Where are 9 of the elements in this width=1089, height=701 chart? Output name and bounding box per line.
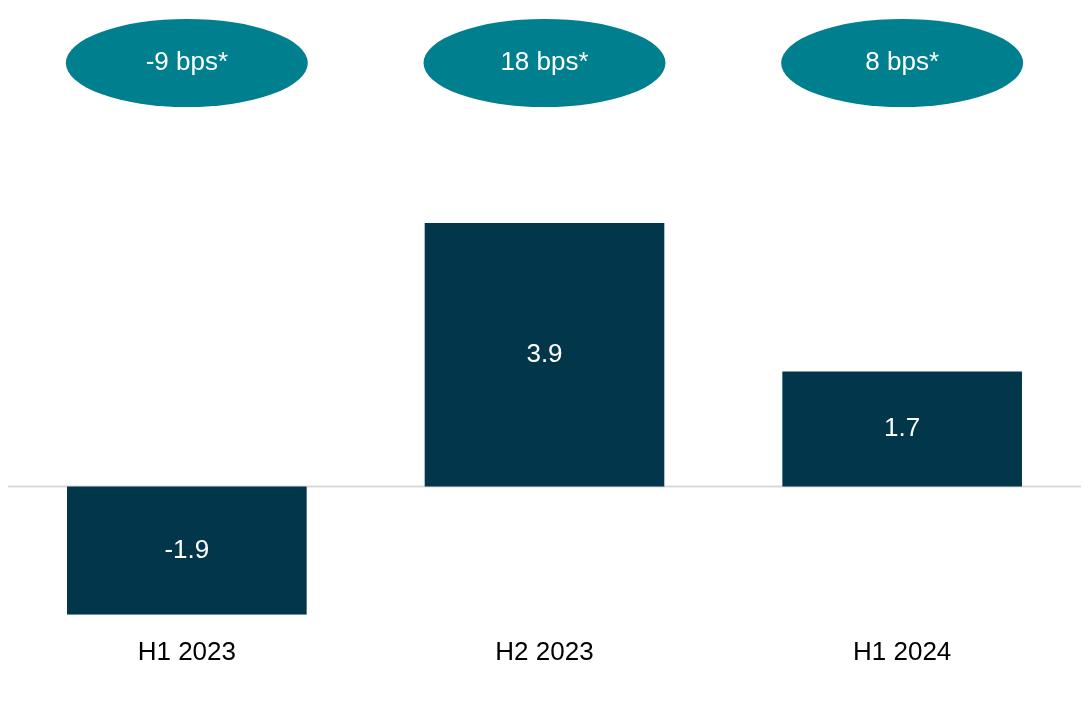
text: -9 bps* xyxy=(145,46,229,77)
data-label: -1.9 xyxy=(164,533,210,564)
data-label: 3.9 xyxy=(526,337,563,368)
x-tick-label: H1 2024 xyxy=(853,635,952,666)
text: 8 bps* xyxy=(865,46,940,77)
text: 18 bps* xyxy=(500,46,589,77)
data-label: 1.7 xyxy=(884,412,921,443)
x-tick-label: H2 2023 xyxy=(495,635,594,666)
x-tick-label: H1 2023 xyxy=(137,635,236,666)
